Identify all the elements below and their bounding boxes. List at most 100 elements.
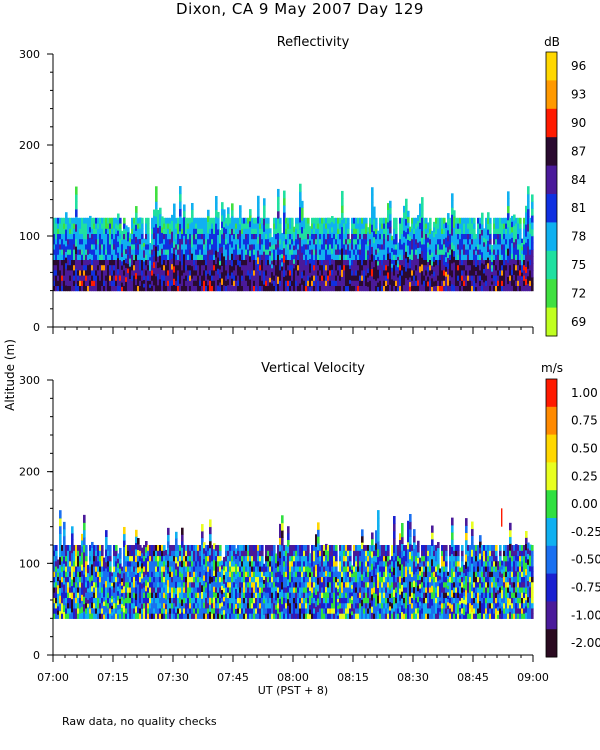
data-cell [401, 264, 404, 271]
data-cell [247, 592, 250, 598]
data-cell [65, 565, 68, 572]
data-cell [185, 243, 188, 250]
data-cell [265, 223, 268, 229]
data-cell [511, 231, 514, 238]
data-cell [207, 279, 210, 286]
data-cell [473, 238, 476, 245]
data-cell [137, 538, 140, 545]
data-cell [415, 223, 418, 229]
data-cell [67, 597, 70, 604]
data-cell [449, 254, 452, 260]
data-cell [57, 259, 60, 266]
data-cell [261, 275, 264, 281]
data-cell [381, 259, 384, 266]
data-cell [83, 573, 86, 582]
data-cell [341, 219, 344, 228]
data-cell [131, 571, 134, 578]
data-cell [127, 565, 130, 572]
data-cell [237, 576, 240, 583]
data-cell [239, 597, 242, 604]
data-cell [247, 280, 250, 286]
data-cell [213, 238, 216, 245]
data-cell [325, 254, 328, 260]
data-cell [255, 602, 258, 609]
data-cell [415, 233, 418, 240]
data-cell [61, 254, 64, 260]
data-cell [373, 272, 376, 280]
data-cell [113, 254, 116, 260]
data-cell [79, 269, 82, 276]
data-cell [409, 263, 412, 269]
data-cell [207, 555, 210, 562]
data-cell [217, 268, 220, 275]
data-cell [123, 275, 126, 281]
data-cell [259, 597, 262, 604]
data-cell [135, 548, 138, 556]
data-cell [225, 249, 228, 255]
data-cell [219, 260, 222, 266]
data-cell [77, 249, 80, 255]
data-cell [71, 578, 74, 587]
data-cell [449, 259, 452, 266]
data-cell [499, 280, 502, 286]
data-cell [193, 550, 196, 557]
data-cell [255, 597, 258, 604]
data-cell [339, 285, 342, 292]
data-cell [71, 217, 74, 224]
data-cell [125, 545, 128, 551]
data-cell [77, 243, 80, 250]
data-cell [257, 560, 260, 567]
data-cell [475, 242, 478, 247]
data-cell [485, 269, 488, 276]
data-cell [145, 223, 148, 229]
data-cell [151, 592, 154, 598]
data-cell [225, 613, 228, 619]
data-cell [153, 284, 156, 292]
data-cell [483, 268, 486, 274]
data-cell [173, 597, 176, 604]
data-cell [189, 249, 192, 255]
data-cell [109, 560, 112, 567]
data-cell [243, 581, 246, 588]
data-cell [91, 580, 94, 587]
data-cell [149, 555, 152, 562]
data-cell [187, 545, 190, 551]
data-cell [303, 233, 306, 240]
data-cell [175, 238, 178, 245]
data-cell [61, 280, 64, 286]
data-cell [75, 260, 78, 269]
data-cell [437, 269, 440, 276]
data-cell [231, 581, 234, 588]
data-cell [473, 233, 476, 240]
data-cell [67, 269, 70, 276]
data-cell [431, 247, 434, 253]
data-cell [97, 259, 100, 266]
data-cell [425, 249, 428, 255]
data-cell [381, 264, 384, 271]
data-cell [57, 249, 60, 255]
data-cell [205, 550, 208, 557]
data-cell [117, 609, 120, 615]
data-cell [501, 285, 504, 292]
data-cell [179, 597, 182, 604]
data-cell [183, 247, 186, 255]
data-cell [245, 280, 248, 286]
data-cell [257, 222, 260, 231]
data-cell [333, 233, 336, 240]
data-cell [159, 237, 162, 244]
data-cell [233, 285, 236, 292]
data-cell [399, 264, 402, 271]
data-cell [357, 275, 360, 281]
data-cell [453, 221, 456, 229]
data-cell [267, 285, 270, 292]
data-cell [257, 607, 260, 614]
data-cell [443, 249, 446, 255]
data-cell [419, 265, 422, 273]
data-cell [475, 262, 478, 267]
data-cell [269, 576, 272, 583]
data-cell [75, 208, 78, 217]
data-cell [121, 247, 124, 253]
data-cell [57, 614, 60, 619]
data-cell [257, 550, 260, 557]
